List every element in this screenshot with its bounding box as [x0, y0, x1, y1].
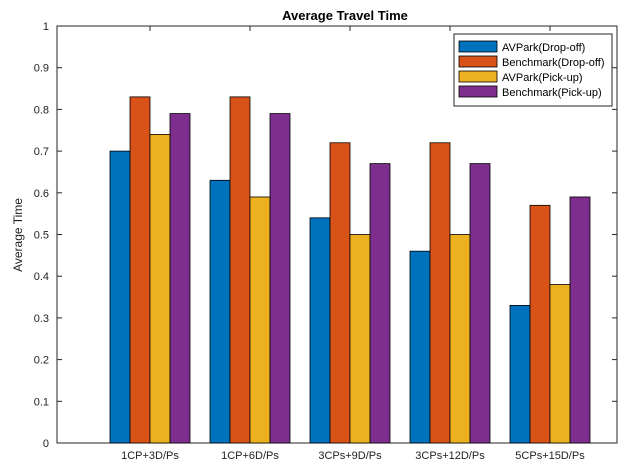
- chart-title: Average Travel Time: [282, 8, 408, 23]
- bar: [109, 150, 131, 444]
- bar: [369, 163, 391, 444]
- legend-swatch: [458, 85, 498, 98]
- legend-label: Benchmark(Drop-off): [502, 57, 605, 69]
- bar: [309, 217, 331, 444]
- legend-swatch: [458, 55, 498, 68]
- bar: [529, 204, 551, 444]
- x-tick-label: 1CP+6D/Ps: [221, 450, 279, 462]
- bar: [229, 96, 251, 444]
- legend-label: AVPark(Pick-up): [502, 72, 582, 84]
- bar: [509, 304, 531, 444]
- x-tick-label: 1CP+3D/Ps: [121, 450, 179, 462]
- bar: [469, 163, 491, 444]
- legend-swatch: [458, 40, 498, 53]
- y-tick-label: 0.2: [34, 355, 49, 367]
- y-tick-label: 0.8: [34, 104, 49, 116]
- y-tick-label: 0.7: [34, 146, 49, 158]
- bar: [569, 196, 591, 444]
- bar: [549, 284, 571, 444]
- bar: [169, 113, 191, 444]
- legend-label: Benchmark(Pick-up): [502, 87, 602, 99]
- bar: [149, 134, 171, 444]
- x-tick-label: 3CPs+12D/Ps: [415, 450, 485, 462]
- y-tick-label: 0.4: [34, 271, 49, 283]
- bar: [409, 250, 431, 444]
- x-tick-label: 3CPs+9D/Ps: [318, 450, 382, 462]
- y-axis-label: Average Time: [11, 198, 25, 272]
- bar: [429, 142, 451, 444]
- y-tick-label: 0.3: [34, 313, 49, 325]
- legend-swatch: [458, 70, 498, 83]
- y-tick-label: 1: [43, 21, 49, 33]
- bar: [329, 142, 351, 444]
- legend-label: AVPark(Drop-off): [502, 42, 585, 54]
- bar: [269, 113, 291, 444]
- y-tick-label: 0.6: [34, 188, 49, 200]
- bar: [449, 234, 471, 444]
- y-tick-label: 0.1: [34, 396, 49, 408]
- y-tick-label: 0.5: [34, 230, 49, 242]
- x-tick-label: 5CPs+15D/Ps: [515, 450, 585, 462]
- bar: [129, 96, 151, 444]
- bar: [349, 234, 371, 444]
- legend: AVPark(Drop-off) Benchmark(Drop-off) AVPar…: [453, 33, 613, 107]
- y-tick-label: 0: [43, 438, 49, 450]
- bar: [249, 196, 271, 444]
- y-tick-label: 0.9: [34, 63, 49, 75]
- bar: [209, 179, 231, 444]
